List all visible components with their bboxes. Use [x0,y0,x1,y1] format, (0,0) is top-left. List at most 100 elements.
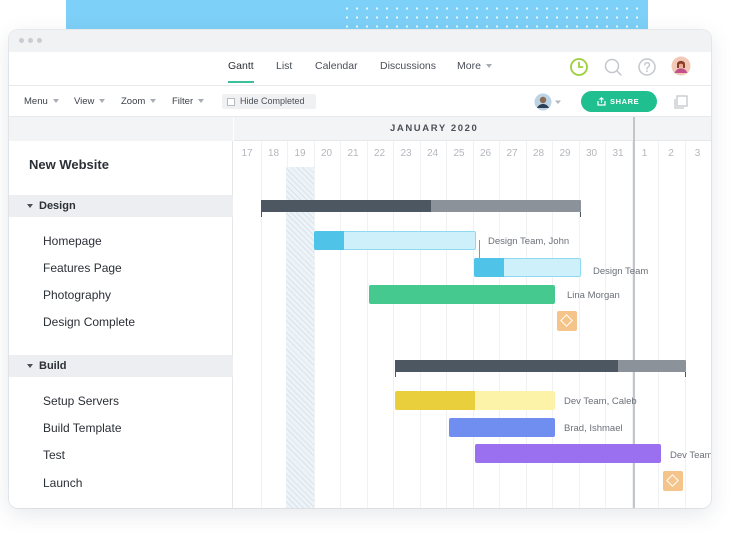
task-progress [314,231,344,250]
clock-icon[interactable] [569,57,589,77]
day-number: 31 [612,148,624,159]
day-number: 1 [641,148,648,159]
task-assignee-label: Dev Team, Caleb [564,396,637,407]
timeline-header [234,117,711,141]
day-gridline [313,141,315,508]
task-progress [395,391,475,410]
today-line [633,117,635,508]
chevron-down-icon [99,99,106,104]
day-gridline [525,141,527,508]
tab-gantt[interactable]: Gantt [228,52,254,86]
day-gridline [631,141,633,508]
day-gridline [472,141,474,508]
task-name[interactable]: Test [43,448,66,462]
summary-progress [395,360,618,372]
task-name[interactable]: Build Template [43,421,122,435]
task-name[interactable]: Setup Servers [43,394,120,408]
chevron-down-icon [198,99,205,104]
task-name[interactable]: Launch [43,476,83,490]
day-number: 2 [668,148,674,159]
task-bar-test[interactable] [475,444,661,463]
day-gridline [605,141,606,508]
day-gridline [552,141,553,508]
nav-bar: Gantt List Calendar Discussions More [9,52,711,86]
day-number: 17 [241,148,253,159]
title-bar [9,30,711,52]
checkbox[interactable] [227,98,235,106]
day-number: 26 [479,148,492,159]
day-gridline [684,141,686,508]
day-gridline [366,141,368,508]
day-gridline [499,141,500,508]
window-dot-icon [28,38,33,43]
day-gridline [658,141,659,508]
day-gridline [393,141,394,508]
task-bar-homepage[interactable] [314,231,476,250]
task-bar-setup-servers[interactable] [395,391,555,410]
weekend-column [286,167,314,508]
day-number: 25 [453,148,465,159]
chevron-down-icon [150,99,157,104]
collapse-arrow-icon[interactable] [27,204,33,208]
task-list-pane: New Website Design Homepage Features Pag… [9,117,233,508]
dot-pattern [342,4,642,32]
day-number: 24 [426,148,439,159]
window-dot-icon [37,38,42,43]
tab-discussions[interactable]: Discussions [380,60,437,72]
tab-calendar[interactable]: Calendar [315,60,358,72]
group-header-build[interactable]: Build [9,355,233,377]
background-banner [66,0,648,34]
summary-bar-design[interactable] [261,200,581,217]
task-name[interactable]: Design Complete [43,315,136,329]
day-number: 28 [532,148,545,159]
month-label: JANUARY 2020 [390,123,479,134]
day-number: 27 [506,148,518,159]
day-number: 3 [694,148,701,159]
task-progress [474,258,504,277]
task-assignee-label: Dev Team [670,450,711,461]
chevron-down-icon [485,64,492,69]
menu-dropdown[interactable]: Menu [24,86,59,117]
day-gridline [578,141,580,508]
app-window: Gantt List Calendar Discussions More Men… [9,30,711,508]
gantt-chart: JANUARY 2020 17 18 19 20 21 22 23 24 25 26 27 28 29 3… [234,117,711,508]
milestone-diamond-icon[interactable] [557,311,577,331]
help-icon[interactable] [637,57,657,77]
task-bar-features-page[interactable] [474,258,581,277]
task-bar-build-template[interactable] [449,418,555,437]
summary-bar-build[interactable] [395,360,686,377]
search-icon[interactable] [603,57,623,77]
day-number: 20 [320,148,333,159]
hide-completed-toggle[interactable]: Hide Completed [222,94,316,109]
collapse-arrow-icon[interactable] [27,364,33,368]
filter-dropdown[interactable]: Filter [172,86,205,117]
share-icon [597,97,606,106]
project-title: New Website [29,157,109,172]
day-number: 22 [373,148,386,159]
day-gridline [260,141,262,508]
share-button[interactable]: SHARE [581,91,657,112]
view-dropdown[interactable]: View [74,86,106,117]
toolbar: Menu View Zoom Filter Hide Completed [9,86,711,117]
user-avatar[interactable] [671,56,691,76]
task-assignee-label: Lina Morgan [567,290,620,301]
group-header-design[interactable]: Design [9,195,233,217]
day-gridline [419,141,421,508]
people-avatar-dropdown[interactable] [534,92,564,112]
tab-list[interactable]: List [276,60,293,72]
dependency-line [479,240,480,264]
task-assignee-label: Design Team, John [488,236,570,247]
tab-more[interactable]: More [457,52,492,86]
export-icon[interactable] [673,94,689,110]
task-assignee-label: Brad, Ishmael [564,423,623,434]
task-bar-photography[interactable] [369,285,555,304]
chevron-down-icon [52,99,59,104]
task-name[interactable]: Photography [43,288,112,302]
day-number: 21 [347,148,359,159]
zoom-dropdown[interactable]: Zoom [121,86,157,117]
task-name[interactable]: Features Page [43,261,122,275]
day-number: 30 [585,148,598,159]
milestone-diamond-icon[interactable] [663,471,683,491]
task-name[interactable]: Homepage [43,234,102,248]
window-dot-icon [19,38,24,43]
